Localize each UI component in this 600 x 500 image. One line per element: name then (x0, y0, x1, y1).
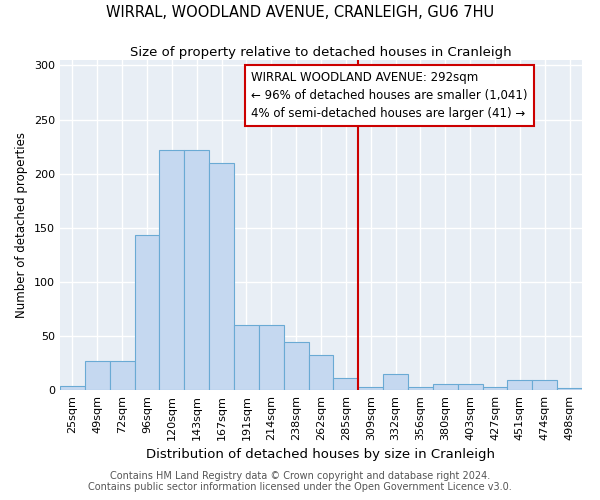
Bar (408, 387, 433, 390)
Bar (259, 325, 284, 390)
Bar (532, 380, 557, 390)
Text: WIRRAL, WOODLAND AVENUE, CRANLEIGH, GU6 7HU: WIRRAL, WOODLAND AVENUE, CRANLEIGH, GU6 … (106, 5, 494, 20)
Bar (308, 356, 334, 390)
Bar (60, 386, 85, 390)
Bar (458, 384, 482, 390)
Bar (557, 388, 582, 390)
Y-axis label: Number of detached properties: Number of detached properties (16, 132, 28, 318)
Text: Contains HM Land Registry data © Crown copyright and database right 2024.
Contai: Contains HM Land Registry data © Crown c… (88, 471, 512, 492)
X-axis label: Distribution of detached houses by size in Cranleigh: Distribution of detached houses by size … (146, 448, 496, 462)
Bar (358, 387, 383, 390)
Bar (284, 342, 308, 390)
Bar (184, 150, 209, 390)
Bar (110, 361, 134, 390)
Bar (234, 325, 259, 390)
Bar (334, 378, 358, 390)
Bar (160, 150, 184, 390)
Bar (508, 380, 532, 390)
Bar (209, 163, 234, 390)
Bar (482, 387, 508, 390)
Bar (433, 384, 458, 390)
Bar (134, 236, 160, 390)
Bar (85, 361, 110, 390)
Bar (383, 374, 408, 390)
Title: Size of property relative to detached houses in Cranleigh: Size of property relative to detached ho… (130, 46, 512, 59)
Text: WIRRAL WOODLAND AVENUE: 292sqm
← 96% of detached houses are smaller (1,041)
4% o: WIRRAL WOODLAND AVENUE: 292sqm ← 96% of … (251, 71, 528, 120)
